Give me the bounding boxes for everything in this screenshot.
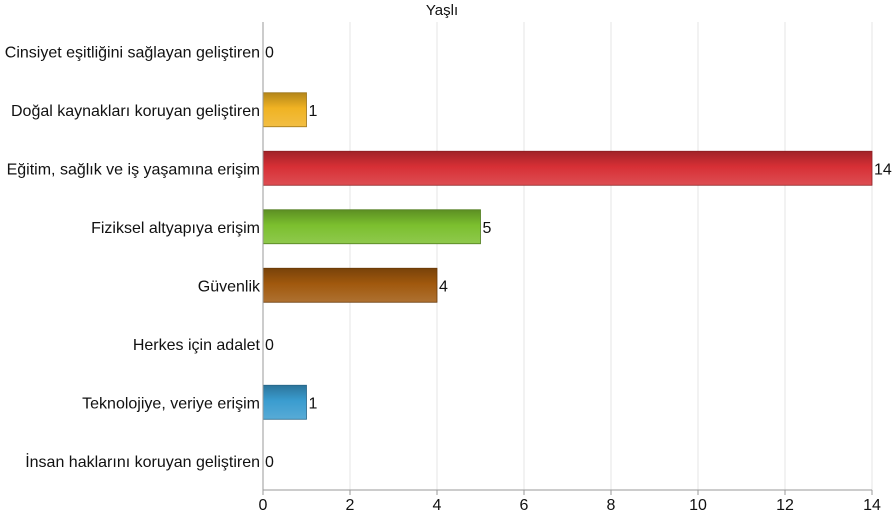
bar[interactable] (262, 384, 307, 420)
value-label: 5 (483, 220, 492, 237)
value-labels: 0 1 14 5 4 0 1 0 (265, 44, 892, 471)
x-tick-label: 10 (689, 497, 707, 514)
value-label: 0 (265, 454, 274, 471)
x-tick-label: 6 (520, 497, 529, 514)
x-tick-label: 0 (259, 497, 268, 514)
bar[interactable] (262, 209, 481, 245)
x-tick-label: 14 (863, 497, 881, 514)
category-label: Teknolojiye, veriye erişim (82, 395, 260, 412)
value-label: 0 (265, 44, 274, 61)
value-label: 14 (874, 161, 892, 178)
category-label: İnsan haklarını koruyan geliştiren (25, 452, 260, 471)
bars (262, 92, 873, 420)
category-label: Güvenlik (198, 278, 261, 295)
category-labels: Cinsiyet eşitliğini sağlayan geliştiren D… (5, 44, 261, 471)
x-tick-label: 8 (607, 497, 616, 514)
category-label: Herkes için adalet (133, 337, 261, 354)
category-label: Fiziksel altyapıya erişim (91, 220, 260, 237)
chart-title: Yaşlı (426, 2, 458, 19)
value-label: 1 (309, 103, 318, 120)
category-label: Doğal kaynakları koruyan geliştiren (11, 103, 260, 120)
category-label: Cinsiyet eşitliğini sağlayan geliştiren (5, 44, 260, 61)
category-label: Eğitim, sağlık ve iş yaşamına erişim (7, 161, 260, 178)
bar[interactable] (262, 92, 307, 128)
value-label: 1 (309, 395, 318, 412)
x-tick-label: 4 (433, 497, 442, 514)
bar[interactable] (262, 150, 873, 186)
bar[interactable] (262, 267, 438, 303)
x-tick-label: 12 (776, 497, 794, 514)
value-label: 4 (439, 278, 448, 295)
x-tick-label: 2 (346, 497, 355, 514)
grid-lines (349, 22, 873, 490)
value-label: 0 (265, 337, 274, 354)
x-axis: 0 2 4 6 8 10 12 14 (259, 22, 881, 514)
